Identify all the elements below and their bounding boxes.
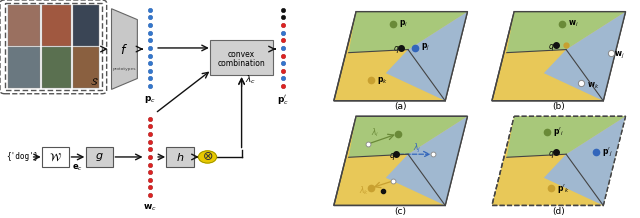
Text: $\mathbf{p}_c'$: $\mathbf{p}_c'$ [277,94,289,107]
FancyBboxPatch shape [73,5,99,46]
Text: $\mathbf{p}_i$: $\mathbf{p}_i$ [399,19,408,29]
Text: $\lambda_i$: $\lambda_i$ [371,127,380,139]
Text: combination: combination [218,59,266,68]
Text: $q$: $q$ [548,42,555,53]
Text: $\lambda_j$: $\lambda_j$ [413,141,421,155]
Polygon shape [349,12,467,53]
Polygon shape [334,116,467,205]
Text: $\mathbf{p}'_j$: $\mathbf{p}'_j$ [602,146,612,159]
FancyBboxPatch shape [42,5,71,46]
Text: $\otimes$: $\otimes$ [202,150,213,164]
Text: $q$: $q$ [388,151,396,162]
Text: $\lambda_c$: $\lambda_c$ [245,73,256,86]
Text: (c): (c) [395,207,406,216]
Text: $\mathbf{w}_j$: $\mathbf{w}_j$ [614,50,624,61]
Text: $\mathbf{e}_c$: $\mathbf{e}_c$ [72,162,83,173]
Polygon shape [111,9,138,89]
Text: $\mathbf{p}_k$: $\mathbf{p}_k$ [377,75,388,86]
FancyBboxPatch shape [166,147,194,167]
Text: (a): (a) [394,102,407,111]
FancyBboxPatch shape [73,47,99,88]
Text: $\mathcal{S}$: $\mathcal{S}$ [90,76,99,87]
Polygon shape [492,12,625,101]
Polygon shape [386,116,467,205]
Polygon shape [544,116,625,205]
Text: (d): (d) [552,207,565,216]
Text: $\mathbf{w}_c$: $\mathbf{w}_c$ [143,203,157,213]
Text: $\mathbf{w}_k$: $\mathbf{w}_k$ [587,80,599,91]
Text: {'dog'}: {'dog'} [6,152,38,162]
Text: $q$: $q$ [548,149,555,160]
Text: $g$: $g$ [95,151,104,163]
Text: (b): (b) [552,102,565,111]
Text: convex: convex [228,49,255,59]
Polygon shape [386,12,467,101]
Polygon shape [544,12,625,101]
Text: prototypes: prototypes [113,67,136,71]
Polygon shape [334,12,467,101]
FancyBboxPatch shape [210,40,273,75]
Polygon shape [349,116,467,157]
Polygon shape [507,12,625,53]
Text: $\mathbf{p}'_i$: $\mathbf{p}'_i$ [553,125,564,138]
Text: $\mathbf{w}_i$: $\mathbf{w}_i$ [568,19,578,29]
Text: $q$: $q$ [393,44,400,55]
FancyBboxPatch shape [8,47,40,88]
Text: $f$: $f$ [120,43,129,57]
Text: $h$: $h$ [176,151,184,163]
Text: $\mathcal{W}$: $\mathcal{W}$ [49,151,62,163]
Circle shape [198,151,216,163]
Polygon shape [507,116,625,157]
FancyBboxPatch shape [42,47,71,88]
Polygon shape [492,116,625,205]
Text: $\mathbf{p}'_k$: $\mathbf{p}'_k$ [557,182,570,194]
FancyBboxPatch shape [8,5,40,46]
Text: $\lambda_k$: $\lambda_k$ [359,184,369,197]
FancyBboxPatch shape [86,147,113,167]
FancyBboxPatch shape [42,147,70,167]
Text: $\mathbf{p}_j$: $\mathbf{p}_j$ [421,42,431,53]
Text: $\mathbf{p}_c$: $\mathbf{p}_c$ [144,94,156,105]
